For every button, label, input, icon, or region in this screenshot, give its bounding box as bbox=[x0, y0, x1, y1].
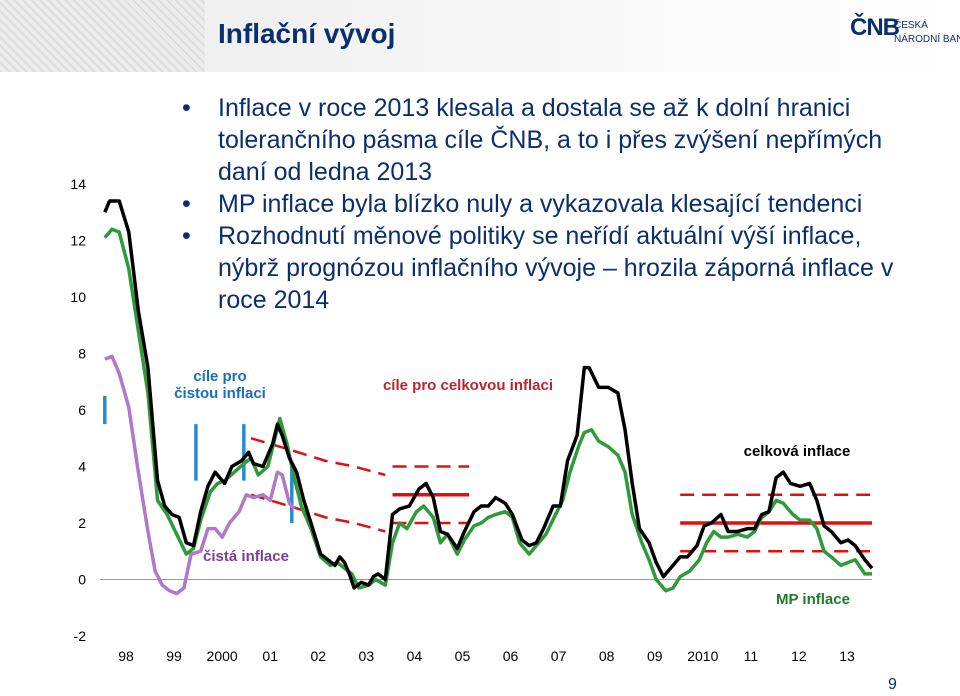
x-tick-label: 11 bbox=[744, 648, 759, 664]
x-tick-label: 02 bbox=[310, 648, 326, 664]
x-tick-label: 2000 bbox=[207, 648, 238, 664]
annotation-mp: MP inflace bbox=[776, 591, 850, 608]
headline-target-line bbox=[250, 493, 386, 533]
page-number: 9 bbox=[888, 676, 897, 693]
y-tick-label: 10 bbox=[70, 289, 86, 305]
x-tick-label: 07 bbox=[551, 648, 567, 664]
cnb-logo-line1: ČESKÁ bbox=[894, 20, 928, 31]
header-texture bbox=[0, 0, 205, 72]
x-tick-label: 08 bbox=[599, 648, 615, 664]
y-tick-label: -2 bbox=[74, 628, 87, 644]
headline-inflation-line bbox=[103, 199, 874, 590]
x-tick-label: 13 bbox=[839, 648, 855, 664]
annotation-core-target: čistou inflaci bbox=[174, 385, 266, 402]
bullet-item-2: MP inflace byla blízko nuly a vykazovala… bbox=[182, 188, 922, 220]
x-tick-label: 06 bbox=[503, 648, 519, 664]
x-tick-label: 99 bbox=[166, 648, 182, 664]
x-tick-label: 01 bbox=[262, 648, 278, 664]
annotation-headline-target: cíle pro celkovou inflaci bbox=[383, 377, 553, 394]
x-tick-label: 03 bbox=[359, 648, 375, 664]
x-tick-label: 2010 bbox=[687, 648, 718, 664]
x-tick-label: 05 bbox=[455, 648, 471, 664]
y-tick-label: 6 bbox=[78, 402, 86, 418]
y-tick-label: 2 bbox=[78, 515, 86, 531]
x-tick-label: 12 bbox=[791, 648, 807, 664]
annotation-core: čistá inflace bbox=[203, 548, 289, 565]
y-tick-label: 12 bbox=[70, 233, 86, 249]
header-band bbox=[0, 0, 960, 72]
bullet-item-1: Inflace v roce 2013 klesala a dostala se… bbox=[182, 92, 922, 188]
y-tick-label: 4 bbox=[78, 459, 86, 475]
page-title: Inflační vývoj bbox=[218, 18, 396, 49]
y-tick-label: 0 bbox=[78, 572, 86, 588]
bullet-list: Inflace v roce 2013 klesala a dostala se… bbox=[182, 92, 922, 316]
headline-target-line bbox=[250, 437, 386, 477]
y-tick-label: 8 bbox=[78, 346, 86, 362]
x-tick-label: 98 bbox=[118, 648, 134, 664]
annotation-core-target: cíle pro bbox=[193, 368, 246, 385]
x-tick-label: 04 bbox=[407, 648, 423, 664]
x-tick-label: 09 bbox=[647, 648, 663, 664]
annotation-headline: celková inflace bbox=[744, 443, 851, 460]
bullet-item-3: Rozhodnutí měnové politiky se neřídí akt… bbox=[182, 220, 922, 316]
cnb-logo-mark: ČNB bbox=[850, 14, 900, 41]
core-inflation-line bbox=[104, 354, 296, 596]
cnb-logo: ČNB ČESKÁ NÁRODNÍ BANKA bbox=[850, 14, 960, 58]
y-tick-label: 14 bbox=[70, 176, 86, 192]
mp-inflation-line bbox=[103, 227, 872, 593]
cnb-logo-line2: NÁRODNÍ BANKA bbox=[894, 34, 960, 45]
